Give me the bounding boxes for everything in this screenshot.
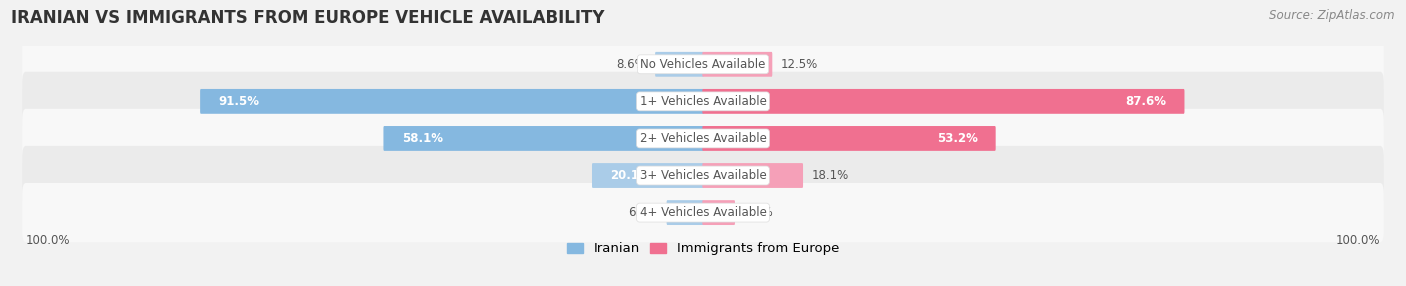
Text: 3+ Vehicles Available: 3+ Vehicles Available [640,169,766,182]
Text: 4+ Vehicles Available: 4+ Vehicles Available [640,206,766,219]
Text: 6.5%: 6.5% [628,206,658,219]
Text: 12.5%: 12.5% [780,58,818,71]
FancyBboxPatch shape [666,200,703,225]
Text: 8.6%: 8.6% [617,58,647,71]
Text: 91.5%: 91.5% [218,95,259,108]
FancyBboxPatch shape [703,163,803,188]
Text: 18.1%: 18.1% [811,169,849,182]
Text: 58.1%: 58.1% [402,132,443,145]
Text: No Vehicles Available: No Vehicles Available [640,58,766,71]
Text: 100.0%: 100.0% [25,234,70,247]
Text: 53.2%: 53.2% [936,132,977,145]
Text: Source: ZipAtlas.com: Source: ZipAtlas.com [1270,9,1395,21]
FancyBboxPatch shape [200,89,703,114]
Text: 20.1%: 20.1% [610,169,651,182]
FancyBboxPatch shape [22,72,1384,131]
FancyBboxPatch shape [703,126,995,151]
Text: 100.0%: 100.0% [1336,234,1381,247]
Text: 87.6%: 87.6% [1125,95,1166,108]
FancyBboxPatch shape [703,200,735,225]
FancyBboxPatch shape [22,183,1384,242]
FancyBboxPatch shape [592,163,703,188]
FancyBboxPatch shape [22,109,1384,168]
Text: IRANIAN VS IMMIGRANTS FROM EUROPE VEHICLE AVAILABILITY: IRANIAN VS IMMIGRANTS FROM EUROPE VEHICL… [11,9,605,27]
FancyBboxPatch shape [655,52,703,77]
Text: 1+ Vehicles Available: 1+ Vehicles Available [640,95,766,108]
FancyBboxPatch shape [703,52,772,77]
FancyBboxPatch shape [384,126,703,151]
FancyBboxPatch shape [22,35,1384,94]
Text: 5.7%: 5.7% [744,206,773,219]
FancyBboxPatch shape [703,89,1184,114]
FancyBboxPatch shape [22,146,1384,205]
Text: 2+ Vehicles Available: 2+ Vehicles Available [640,132,766,145]
Legend: Iranian, Immigrants from Europe: Iranian, Immigrants from Europe [567,242,839,255]
